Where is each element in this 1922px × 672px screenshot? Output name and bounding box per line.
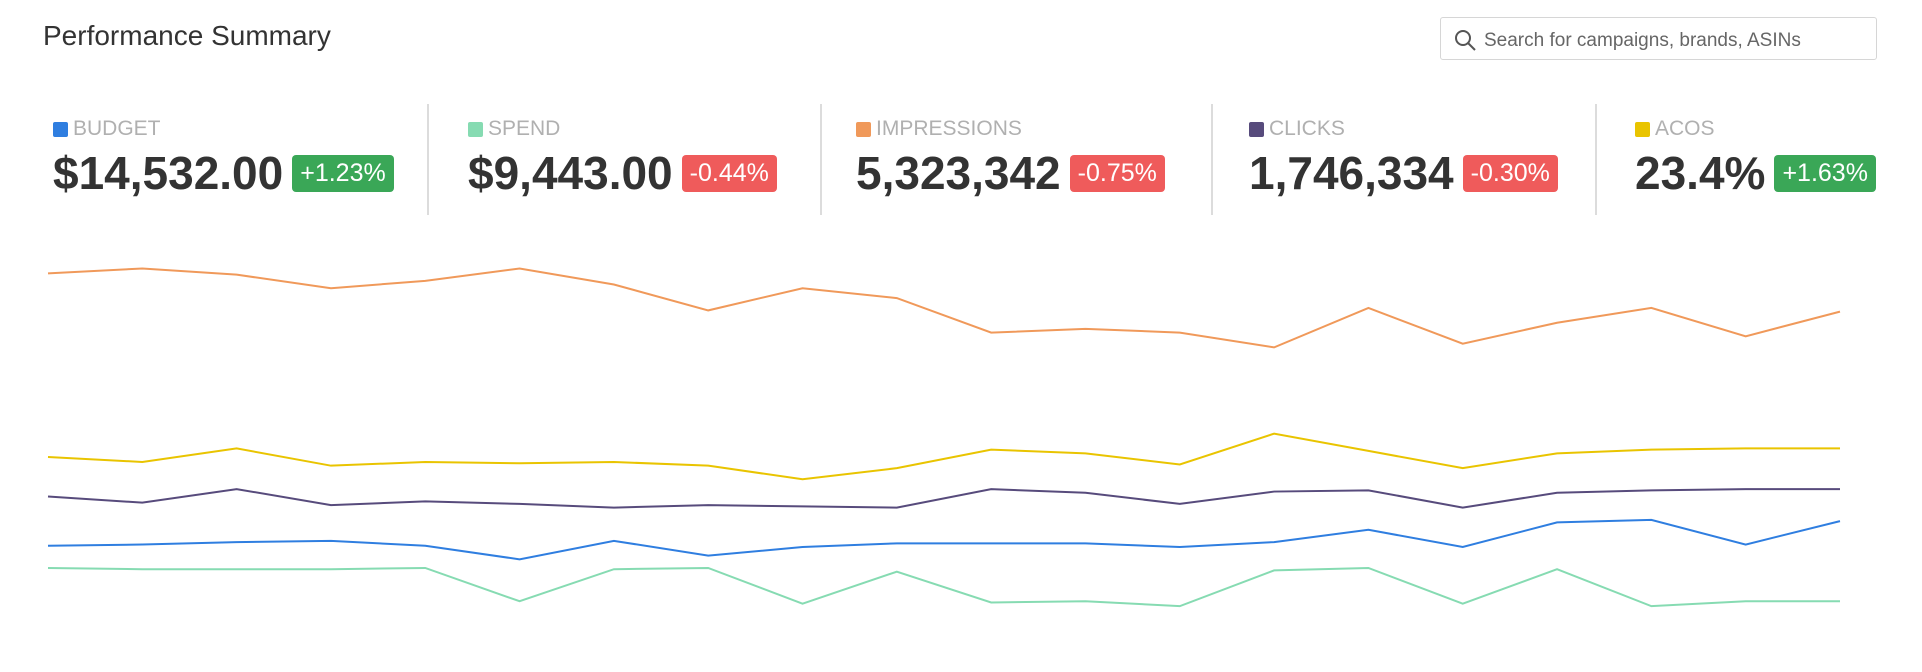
divider [820, 104, 822, 215]
page-title: Performance Summary [43, 20, 331, 51]
metric-swatch [1249, 121, 1264, 137]
metric-label-row: SPEND [468, 112, 777, 146]
metric-value: 1,746,334 [1249, 147, 1454, 199]
metric-value: 5,323,342 [856, 147, 1061, 199]
metric-label-row: ACOS [1635, 112, 1876, 146]
series-line [47, 566, 1840, 608]
metric: IMPRESSIONS 5,323,342 -0.75% [856, 112, 1165, 200]
series-line [47, 432, 1840, 481]
series-line [47, 518, 1841, 561]
metric-row: $9,443.00 -0.44% [468, 146, 777, 200]
metric-value: $14,532.00 [53, 147, 284, 199]
metric: BUDGET $14,532.00 +1.23% [53, 112, 394, 200]
divider [1595, 104, 1597, 215]
series-line [47, 488, 1840, 509]
search-placeholder: Search for campaigns, brands, ASINs [1484, 30, 1801, 51]
metric-label: IMPRESSIONS [876, 117, 1022, 140]
metric-label: ACOS [1655, 117, 1715, 140]
metric-label: BUDGET [73, 117, 161, 140]
divider [427, 104, 429, 215]
metric-label: SPEND [488, 117, 561, 140]
metric-label-row: IMPRESSIONS [856, 112, 1165, 146]
metric-swatch [468, 121, 483, 137]
metric-swatch [53, 121, 68, 137]
search-box[interactable]: Search for campaigns, brands, ASINs [1440, 17, 1877, 60]
metric-value: 23.4% [1635, 147, 1766, 199]
divider [1211, 104, 1213, 215]
metric-row: $14,532.00 +1.23% [53, 146, 394, 200]
metric-row: 5,323,342 -0.75% [856, 146, 1165, 200]
metric-label-row: BUDGET [53, 112, 394, 146]
metric: CLICKS 1,746,334 -0.30% [1249, 112, 1558, 200]
metric-change: -0.75% [1069, 154, 1165, 192]
metric: ACOS 23.4% +1.63% [1635, 112, 1876, 200]
metric-change: +1.23% [292, 154, 394, 192]
metric-change: +1.63% [1774, 154, 1876, 192]
metric-label-row: CLICKS [1249, 112, 1558, 146]
metric-change: -0.30% [1462, 154, 1558, 192]
metric: SPEND $9,443.00 -0.44% [468, 112, 777, 200]
metric-label: CLICKS [1269, 117, 1345, 140]
metric-swatch [1635, 121, 1650, 137]
metric-swatch [856, 121, 871, 137]
series-line [47, 267, 1841, 349]
metric-value: $9,443.00 [468, 147, 673, 199]
metric-row: 23.4% +1.63% [1635, 146, 1876, 200]
search-icon [1455, 30, 1476, 51]
metric-row: 1,746,334 -0.30% [1249, 146, 1558, 200]
metric-change: -0.44% [681, 154, 777, 192]
